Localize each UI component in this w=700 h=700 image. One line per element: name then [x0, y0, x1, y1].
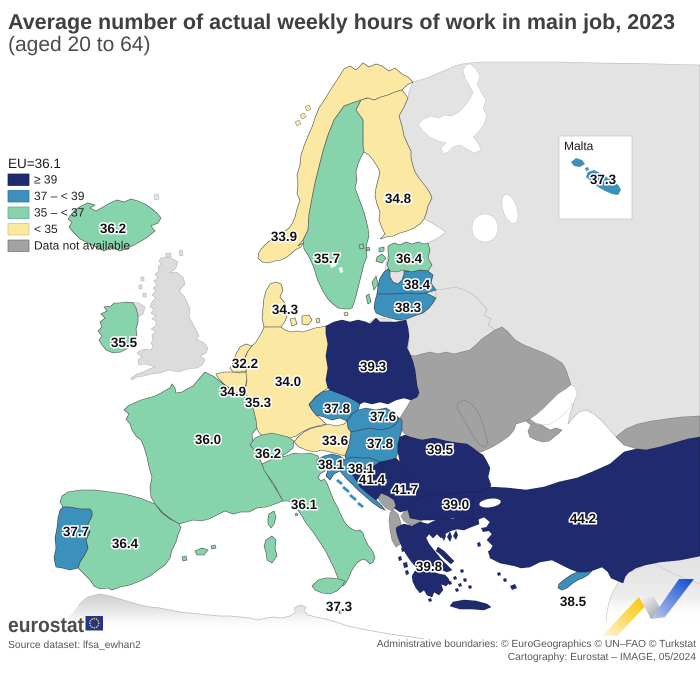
svg-text:35.7: 35.7 — [314, 251, 340, 266]
svg-text:32.2: 32.2 — [232, 356, 258, 371]
svg-text:36.4: 36.4 — [396, 251, 423, 266]
svg-text:39.5: 39.5 — [427, 442, 454, 457]
svg-text:38.4: 38.4 — [404, 277, 431, 292]
svg-text:36.2: 36.2 — [255, 446, 281, 461]
svg-text:37.8: 37.8 — [367, 436, 394, 451]
svg-text:37.3: 37.3 — [590, 172, 617, 187]
svg-text:37.6: 37.6 — [370, 409, 397, 424]
svg-text:Average number of actual weekl: Average number of actual weekly hours of… — [8, 10, 675, 34]
svg-text:< 35: < 35 — [34, 222, 58, 236]
svg-text:37.7: 37.7 — [63, 524, 89, 539]
svg-text:(aged 20 to 64): (aged 20 to 64) — [8, 33, 150, 56]
svg-text:39.0: 39.0 — [443, 497, 469, 512]
svg-text:37.3: 37.3 — [326, 599, 353, 614]
svg-text:35.5: 35.5 — [111, 335, 138, 350]
svg-text:38.1: 38.1 — [318, 457, 345, 472]
svg-text:34.3: 34.3 — [272, 302, 299, 317]
svg-text:44.2: 44.2 — [570, 511, 596, 526]
svg-text:36.4: 36.4 — [112, 536, 139, 551]
svg-text:38.3: 38.3 — [395, 300, 422, 315]
svg-text:34.8: 34.8 — [385, 191, 412, 206]
svg-text:Cartography: Eurostat – IMAGE,: Cartography: Eurostat – IMAGE, 05/2024 — [508, 652, 697, 663]
svg-text:36.2: 36.2 — [100, 221, 126, 236]
svg-text:EU=36.1: EU=36.1 — [8, 156, 61, 171]
svg-text:Administrative boundaries: © E: Administrative boundaries: © EuroGeograp… — [377, 639, 696, 650]
svg-text:Malta: Malta — [564, 139, 594, 153]
svg-text:39.8: 39.8 — [416, 559, 443, 574]
svg-text:41.7: 41.7 — [392, 482, 418, 497]
svg-text:38.1: 38.1 — [348, 461, 375, 476]
svg-text:37 – < 39: 37 – < 39 — [34, 189, 85, 203]
svg-text:eurostat: eurostat — [8, 614, 84, 637]
svg-text:41.4: 41.4 — [359, 472, 386, 487]
svg-text:37.8: 37.8 — [324, 401, 351, 416]
svg-text:36.1: 36.1 — [291, 497, 318, 512]
svg-text:33.9: 33.9 — [271, 229, 297, 244]
svg-text:Source dataset: lfsa_ewhan2: Source dataset: lfsa_ewhan2 — [8, 640, 141, 651]
svg-text:Data not available: Data not available — [34, 239, 130, 253]
svg-text:≥ 39: ≥ 39 — [34, 173, 58, 187]
svg-text:35.3: 35.3 — [245, 395, 272, 410]
svg-text:34.9: 34.9 — [220, 384, 246, 399]
svg-text:36.0: 36.0 — [195, 432, 221, 447]
svg-text:34.0: 34.0 — [275, 374, 301, 389]
svg-text:33.6: 33.6 — [322, 433, 349, 448]
svg-text:38.5: 38.5 — [560, 594, 587, 609]
svg-text:35 – < 37: 35 – < 37 — [34, 206, 85, 220]
svg-text:39.3: 39.3 — [360, 359, 387, 374]
